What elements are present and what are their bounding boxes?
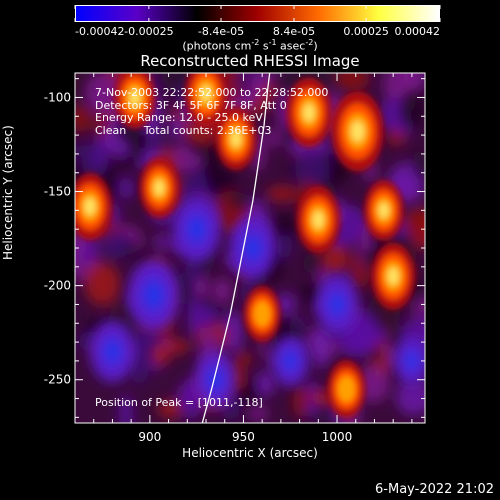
noise-blob xyxy=(227,192,252,209)
negative-source-core xyxy=(282,349,299,373)
noise-blob xyxy=(213,277,233,304)
noise-blob xyxy=(399,89,425,131)
colorbar xyxy=(75,5,440,22)
noise-blob xyxy=(100,230,131,259)
negative-source-core xyxy=(404,350,420,372)
positive-source xyxy=(378,202,389,218)
chart-title: Reconstructed RHESSI Image xyxy=(140,52,360,70)
negative-source-core xyxy=(186,214,207,244)
positive-source xyxy=(312,211,324,229)
noise-blob xyxy=(234,351,253,366)
noise-blob xyxy=(295,149,330,188)
negative-source-core xyxy=(206,367,224,393)
negative-source-core xyxy=(103,337,122,366)
noise-blob xyxy=(193,305,218,329)
colorbar-tick-label: 8.4e-05 xyxy=(273,25,315,38)
colorbar-tick-label: 0.00042 xyxy=(395,25,441,38)
colorbar-tick-label: 0.00025 xyxy=(343,25,389,38)
noise-blob xyxy=(276,233,293,260)
peak-position-label: Position of Peak = [1011,-118] xyxy=(95,396,263,409)
observation-annotation: 7-Nov-2003 22:22:52.000 to 22:28:52.000 … xyxy=(95,86,329,137)
positive-source xyxy=(387,267,399,285)
negative-source-core xyxy=(142,279,165,312)
noise-blob xyxy=(152,343,169,367)
colorbar-units: (photons cm-2 s-1 asec-2) xyxy=(182,38,318,53)
noise-blob xyxy=(118,176,135,200)
noise-blob xyxy=(194,276,210,300)
x-tick-label: 900 xyxy=(138,430,161,444)
colorbar-tick-label: -0.00042 xyxy=(75,25,124,38)
noise-blob xyxy=(154,234,169,251)
positive-source xyxy=(84,198,96,215)
y-axis-label: Heliocentric Y (arcsec) xyxy=(1,125,15,260)
energy-range-label: Energy Range: 12.0 - 25.0 keV xyxy=(95,111,263,124)
noise-blob xyxy=(368,349,384,362)
y-tick-label: -250 xyxy=(44,373,71,387)
y-tick-label: -100 xyxy=(44,90,71,104)
method-counts-label: Clean Total counts: 2.36E+03 xyxy=(95,123,272,137)
noise-blob xyxy=(279,292,295,316)
positive-source xyxy=(253,301,271,327)
x-tick-label: 950 xyxy=(232,430,255,444)
colorbar-axis: -0.00042 -0.00025 -8.4e-05 8.4e-05 0.00025 0.… xyxy=(74,5,441,38)
noise-blob xyxy=(302,253,322,274)
noise-blob xyxy=(256,370,276,397)
colorbar-tick-label: -0.00025 xyxy=(124,25,173,38)
x-axis-label: Heliocentric X (arcsec) xyxy=(182,446,318,460)
timestamp: 6-May-2022 21:02 xyxy=(375,482,494,497)
y-tick-label: -200 xyxy=(44,279,71,293)
noise-blob xyxy=(311,325,330,369)
time-range-label: 7-Nov-2003 22:22:52.000 to 22:28:52.000 xyxy=(95,86,329,99)
colorbar-tick-label: -8.4e-05 xyxy=(198,25,244,38)
noise-blob xyxy=(266,186,297,202)
noise-blob xyxy=(292,385,308,418)
y-tick-label: -150 xyxy=(44,185,71,199)
x-tick-label: 1000 xyxy=(322,430,353,444)
noise-blob xyxy=(84,262,121,306)
positive-source xyxy=(154,180,165,196)
positive-source xyxy=(351,121,365,142)
image-plot: 7-Nov-2003 22:22:52.000 to 22:28:52.000 … xyxy=(75,73,425,423)
positive-source xyxy=(337,376,355,403)
negative-source-core xyxy=(328,291,347,318)
